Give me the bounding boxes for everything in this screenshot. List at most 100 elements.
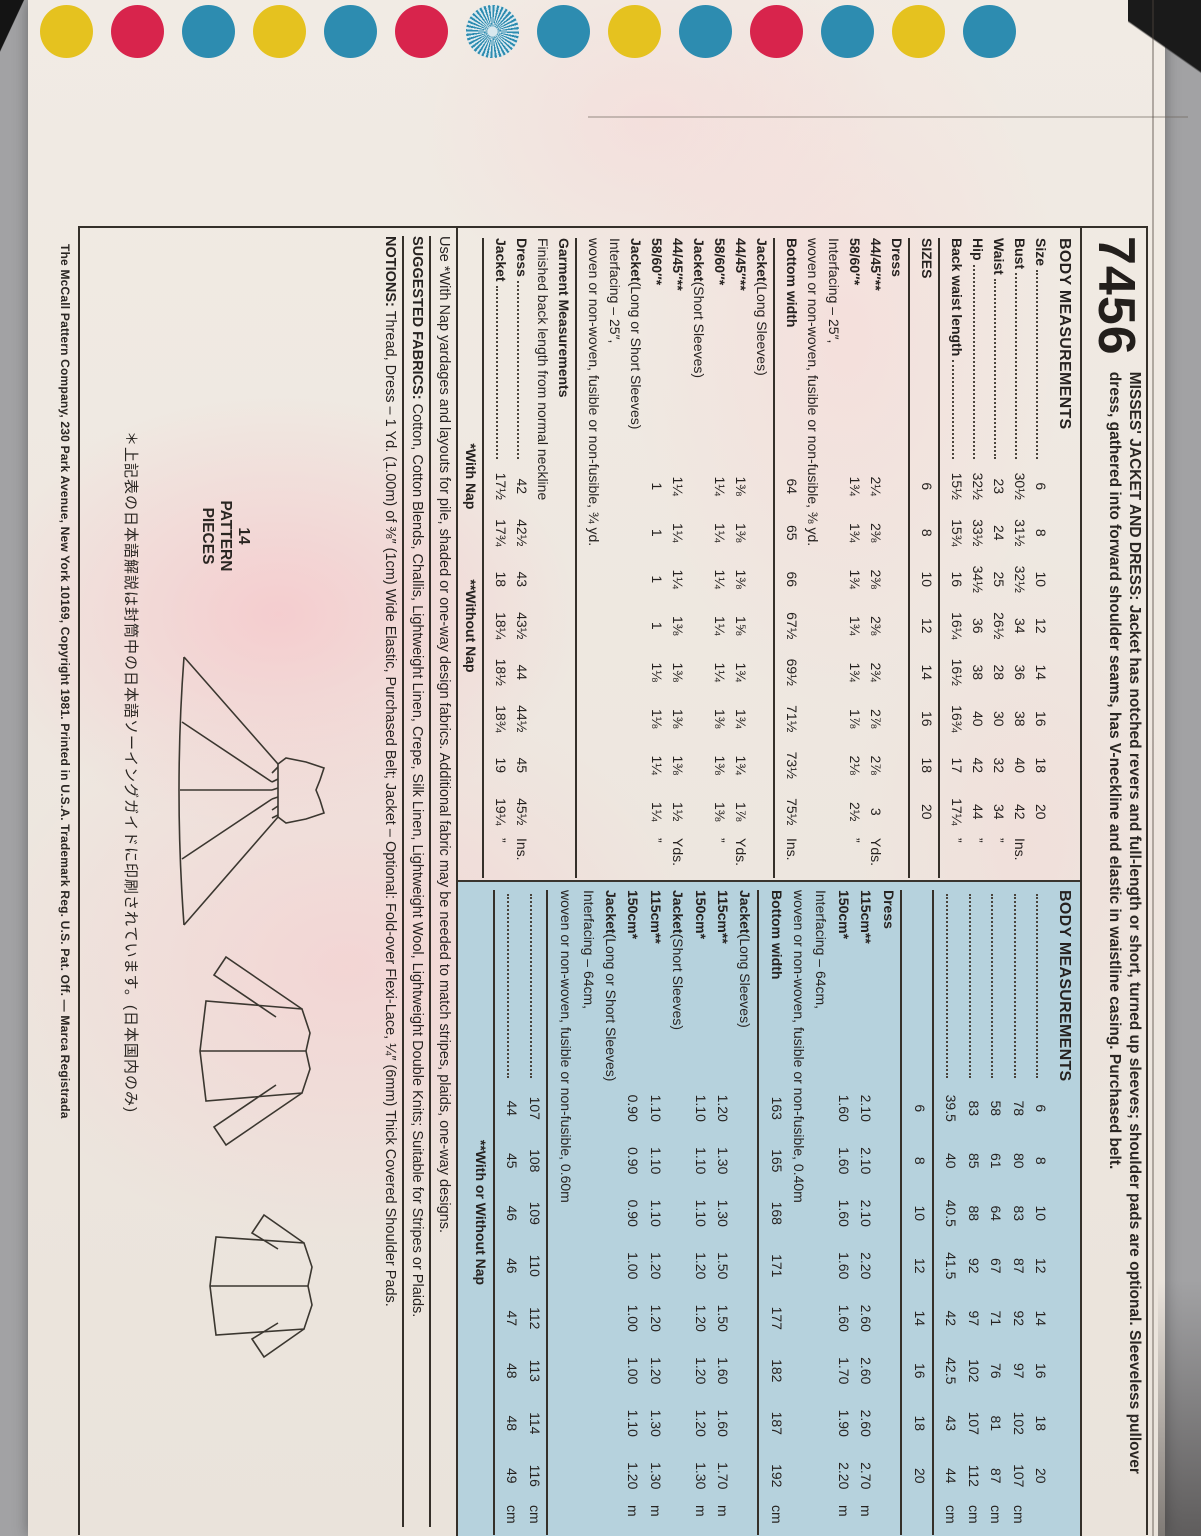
unit-label: Ins. xyxy=(514,838,530,861)
printed-dot-yellow xyxy=(892,5,945,58)
cell: 1¼ xyxy=(712,616,728,636)
cell: 67 xyxy=(988,1257,1005,1274)
table-row-note: woven or non-woven, fusible or non-fusib… xyxy=(586,238,602,547)
cell: 18 xyxy=(1033,757,1049,774)
cell: 15½ xyxy=(949,472,965,500)
cell: 1⅛ xyxy=(649,662,665,682)
cell: 1.20 xyxy=(692,1304,709,1332)
cell: 1⅜ xyxy=(733,523,749,543)
unit-label: ” xyxy=(493,838,509,843)
row-values: 42 42½ 43 43½ 44 44½ 45 45½ xyxy=(514,463,530,835)
dotted-leader xyxy=(973,264,975,459)
cell: 1¼ xyxy=(712,476,728,496)
cell: 20 xyxy=(912,1467,929,1484)
row-heading-bold: Jacket xyxy=(691,238,707,282)
cell: 1¾ xyxy=(733,709,749,729)
cell: 32 xyxy=(991,757,1007,774)
unit-label: Yds. xyxy=(868,838,884,867)
cell: 1.00 xyxy=(625,1304,642,1332)
table-row-heading2: Jacket (Short Sleeves) xyxy=(670,890,687,1031)
cell: 40.5 xyxy=(943,1199,960,1227)
row-label: 44/45″** xyxy=(733,238,749,291)
cell: 1.50 xyxy=(714,1304,731,1332)
cell: 36 xyxy=(970,617,986,634)
table-rule xyxy=(773,238,776,878)
cell: 116 xyxy=(526,1464,543,1487)
cell: 43 xyxy=(514,571,530,588)
cell: 78 xyxy=(1010,1100,1027,1117)
cell: 76 xyxy=(988,1362,1005,1379)
cell: 14 xyxy=(1033,664,1049,681)
cell: 1.30 xyxy=(714,1199,731,1227)
table-row-note: Interfacing – 25″, xyxy=(826,238,842,344)
row-label: 150cm* xyxy=(692,890,709,940)
row-values: 23 24 25 26½ 28 30 32 34 xyxy=(991,463,1007,835)
cell: 6 xyxy=(919,482,935,491)
dot-border xyxy=(40,5,1016,58)
row-values: 163 165 168 171 177 182 187 192 xyxy=(769,1082,785,1502)
printed-dot-blue xyxy=(821,5,874,58)
table-row-meas: 44/45″** 2¼ 2⅜ 2⅜ 2⅜ 2¾ 2⅞ 2⅞ 3 Yds. xyxy=(863,238,884,878)
cell: 1⅜ xyxy=(712,755,728,775)
cell: 1¼ xyxy=(670,476,686,496)
cell: 44 xyxy=(970,803,986,820)
table-row-note: woven or non-woven, fusible or non-fusib… xyxy=(558,890,575,1203)
unit-label: Ins. xyxy=(1012,838,1028,861)
printed-dot-red xyxy=(750,5,803,58)
cell: 1⅜ xyxy=(733,476,749,496)
cell: 1.70 xyxy=(714,1462,731,1490)
cell: 17¾ xyxy=(493,519,509,547)
scan-shadow-bottom-right xyxy=(1158,1280,1201,1536)
unit-label: cm xyxy=(768,1505,785,1524)
cell: 2¾ xyxy=(868,662,884,682)
cell: 46 xyxy=(504,1205,521,1222)
table-rule xyxy=(900,890,903,1535)
cell: 2.60 xyxy=(858,1357,875,1385)
table-rule xyxy=(546,890,549,1535)
imperial-table: BODY MEASUREMENTS Size 6 8 10 12 14 16 18 20 Bust 3… xyxy=(458,228,1080,880)
notes-section: Use *With Nap yardages and layouts for p… xyxy=(380,226,458,1536)
printed-dot-blue xyxy=(537,5,590,58)
cell: 10 xyxy=(919,571,935,588)
cell: 43½ xyxy=(514,612,530,640)
row-values: 2¼ 2⅜ 2⅜ 2⅜ 2¾ 2⅞ 2⅞ 3 xyxy=(868,463,884,835)
header: 7456 MISSES' JACKET AND DRESS: Jacket ha… xyxy=(1087,236,1145,1528)
cell: 1⅜ xyxy=(670,709,686,729)
jacket-long-sleeves-line-drawing xyxy=(176,951,322,1151)
cell: 165 xyxy=(768,1149,785,1173)
cell: 36 xyxy=(1012,664,1028,681)
row-label: SIZES xyxy=(919,238,935,279)
cell: 1.60 xyxy=(835,1147,852,1175)
cell: 8 xyxy=(1033,1156,1049,1165)
cell: 69½ xyxy=(784,658,800,686)
cell: 18¾ xyxy=(493,705,509,733)
row-values: 1.20 1.30 1.30 1.50 1.50 1.60 1.60 1.70 xyxy=(715,1082,731,1502)
cell: 44 xyxy=(514,664,530,681)
cell: 2.10 xyxy=(858,1094,875,1122)
cell: 2.60 xyxy=(858,1304,875,1332)
cell: 1.10 xyxy=(692,1147,709,1175)
cell: 18 xyxy=(1033,1415,1049,1432)
row-values: 107 108 109 110 112 113 114 116 xyxy=(527,1082,543,1502)
cell: 1¾ xyxy=(733,662,749,682)
cell: 18 xyxy=(912,1415,929,1432)
dotted-leader xyxy=(1015,273,1017,459)
cell: 61 xyxy=(988,1152,1005,1169)
unit-label: Yds. xyxy=(733,838,749,867)
rotated-print-area: 7456 MISSES' JACKET AND DRESS: Jacket ha… xyxy=(43,226,1148,1536)
dotted-leader xyxy=(496,285,498,459)
fabrics-text: Cotton, Cotton Blends, Challis, Lightwei… xyxy=(409,399,425,1318)
row-values: 1⅜ 1⅜ 1⅜ 1⅝ 1¾ 1¾ 1¾ 1⅞ xyxy=(733,463,749,835)
cell: 2.60 xyxy=(858,1409,875,1437)
table-row-meas: 115cm** 2.10 2.10 2.10 2.20 2.60 2.60 2.60 2.70 m xyxy=(852,890,874,1535)
table-row-meas: Dress 42 42½ 43 43½ 44 44½ 45 45½ Ins. xyxy=(509,238,530,878)
table-row-note: Interfacing – 64cm, xyxy=(813,890,830,1010)
cell: 114 xyxy=(526,1412,543,1435)
cell: 75½ xyxy=(784,798,800,826)
cell: 1 xyxy=(649,575,665,584)
cell: 1¾ xyxy=(847,616,863,636)
unit-label: m xyxy=(647,1505,664,1517)
row-values: 1.10 1.10 1.10 1.20 1.20 1.20 1.20 1.30 xyxy=(693,1082,709,1502)
table-row-meas: 115cm** 1.20 1.30 1.30 1.50 1.50 1.60 1.60 1.70 m xyxy=(709,890,731,1535)
cell: 2⅜ xyxy=(868,569,884,589)
